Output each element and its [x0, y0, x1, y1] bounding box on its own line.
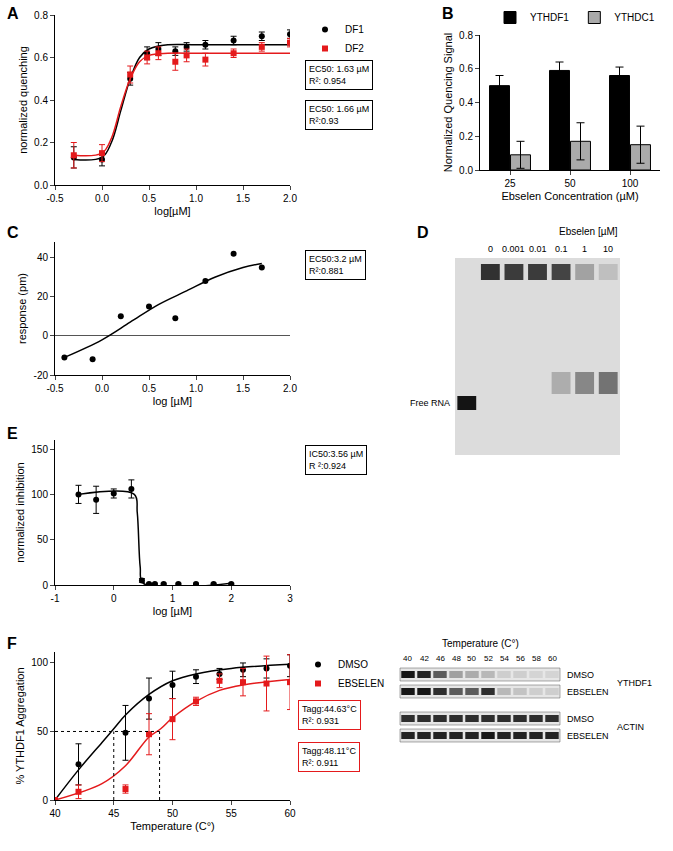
svg-text:50: 50	[467, 654, 476, 663]
svg-text:150: 150	[31, 444, 48, 455]
svg-text:0.4: 0.4	[34, 95, 48, 106]
svg-text:DMSO: DMSO	[338, 659, 368, 670]
svg-text:50: 50	[37, 726, 49, 737]
svg-text:52: 52	[484, 654, 493, 663]
svg-text:20: 20	[37, 291, 49, 302]
svg-text:10: 10	[603, 244, 613, 254]
svg-text:54: 54	[500, 654, 509, 663]
svg-text:0.0: 0.0	[34, 180, 48, 191]
svg-text:40: 40	[37, 252, 49, 263]
svg-text:YTHDC1: YTHDC1	[614, 12, 654, 23]
svg-text:EC50: 1.63 µMR²: 0.954: EC50: 1.63 µMR²: 0.954	[309, 64, 369, 86]
svg-text:Normalized Quencing Signal: Normalized Quencing Signal	[442, 33, 454, 172]
svg-text:1: 1	[582, 244, 587, 254]
svg-text:100: 100	[622, 178, 639, 189]
svg-text:0.0: 0.0	[95, 193, 109, 204]
svg-text:45: 45	[108, 808, 120, 819]
svg-text:100: 100	[31, 489, 48, 500]
svg-text:EC50:3.2 µMR²:0.881: EC50:3.2 µMR²:0.881	[309, 254, 362, 276]
svg-text:EC50: 1.66 µMR²:0.93: EC50: 1.66 µMR²:0.93	[309, 104, 369, 126]
svg-text:25: 25	[504, 178, 516, 189]
svg-text:50: 50	[564, 178, 576, 189]
svg-text:40: 40	[49, 808, 61, 819]
svg-text:A: A	[7, 5, 19, 22]
svg-text:0.5: 0.5	[142, 383, 156, 394]
svg-text:ACTIN: ACTIN	[617, 722, 644, 732]
svg-text:1.0: 1.0	[189, 383, 203, 394]
svg-text:log [µM]: log [µM]	[153, 605, 192, 617]
svg-text:EBSELEN: EBSELEN	[338, 678, 384, 689]
svg-text:DF2: DF2	[345, 43, 364, 54]
svg-text:0.6: 0.6	[34, 52, 48, 63]
svg-text:0.2: 0.2	[34, 137, 48, 148]
svg-text:40: 40	[403, 654, 412, 663]
svg-text:58: 58	[532, 654, 541, 663]
svg-text:log[µM]: log[µM]	[154, 205, 190, 217]
svg-text:2.0: 2.0	[283, 193, 297, 204]
svg-text:EBSELEN: EBSELEN	[567, 687, 609, 697]
svg-text:0.5: 0.5	[142, 193, 156, 204]
svg-text:1.0: 1.0	[189, 193, 203, 204]
svg-text:Temperature (C°): Temperature (C°)	[130, 820, 214, 832]
svg-text:F: F	[7, 635, 17, 652]
svg-text:C: C	[7, 224, 19, 241]
svg-text:0: 0	[42, 580, 48, 591]
svg-text:Temperature (C°): Temperature (C°)	[442, 638, 519, 649]
svg-text:% YTHDF1 Aggregation: % YTHDF1 Aggregation	[14, 667, 26, 784]
svg-text:1: 1	[170, 593, 176, 604]
svg-text:56: 56	[516, 654, 525, 663]
svg-text:E: E	[7, 425, 18, 442]
svg-text:2: 2	[228, 593, 234, 604]
svg-text:normalized quenching: normalized quenching	[17, 46, 29, 154]
svg-text:50: 50	[37, 534, 49, 545]
svg-text:DMSO: DMSO	[567, 670, 594, 680]
svg-text:-0.5: -0.5	[46, 193, 64, 204]
svg-text:48: 48	[452, 654, 461, 663]
svg-text:46: 46	[436, 654, 445, 663]
svg-text:response (pm): response (pm)	[16, 273, 28, 344]
svg-text:3: 3	[287, 593, 293, 604]
svg-text:0.6: 0.6	[459, 63, 473, 74]
svg-text:DMSO: DMSO	[567, 714, 594, 724]
svg-text:DF1: DF1	[345, 24, 364, 35]
svg-text:50: 50	[167, 808, 179, 819]
svg-text:55: 55	[226, 808, 238, 819]
svg-text:Ebselen [µM]: Ebselen [µM]	[559, 226, 618, 237]
svg-text:0: 0	[42, 795, 48, 806]
svg-text:0: 0	[42, 330, 48, 341]
svg-text:-20: -20	[34, 370, 49, 381]
svg-text:1.5: 1.5	[236, 383, 250, 394]
svg-text:YTHDF1: YTHDF1	[530, 12, 569, 23]
svg-text:normalized inhibition: normalized inhibition	[14, 462, 26, 562]
svg-text:2.0: 2.0	[283, 383, 297, 394]
svg-text:1.5: 1.5	[236, 193, 250, 204]
svg-text:0.0: 0.0	[95, 383, 109, 394]
svg-text:60: 60	[548, 654, 557, 663]
svg-text:B: B	[442, 5, 454, 22]
svg-text:42: 42	[420, 654, 429, 663]
svg-text:Tagg:44.63°CR²: 0.931: Tagg:44.63°CR²: 0.931	[302, 704, 357, 726]
svg-text:EBSELEN: EBSELEN	[567, 731, 609, 741]
svg-text:0.8: 0.8	[459, 30, 473, 41]
svg-text:IC50:3.56 µMR ²:0.924: IC50:3.56 µMR ²:0.924	[309, 449, 363, 471]
svg-text:log [µM]: log [µM]	[153, 395, 192, 407]
svg-text:Free RNA: Free RNA	[410, 398, 450, 408]
svg-text:-1: -1	[51, 593, 60, 604]
svg-text:0.4: 0.4	[459, 97, 473, 108]
svg-text:0.001: 0.001	[502, 244, 525, 254]
svg-text:0.01: 0.01	[529, 244, 547, 254]
svg-text:0.0: 0.0	[459, 165, 473, 176]
svg-text:0.2: 0.2	[459, 131, 473, 142]
svg-text:Tagg:48.11°CR²: 0.911: Tagg:48.11°CR²: 0.911	[302, 746, 356, 768]
svg-text:Ebselen Concentration (µM): Ebselen Concentration (µM)	[501, 190, 638, 202]
svg-text:D: D	[417, 224, 429, 241]
svg-text:YTHDF1: YTHDF1	[617, 678, 652, 688]
svg-text:100: 100	[31, 657, 48, 668]
svg-text:0.8: 0.8	[34, 10, 48, 21]
svg-text:-0.5: -0.5	[46, 383, 64, 394]
svg-text:0.1: 0.1	[555, 244, 568, 254]
svg-text:60: 60	[284, 808, 296, 819]
svg-text:0: 0	[488, 244, 493, 254]
svg-text:0: 0	[111, 593, 117, 604]
